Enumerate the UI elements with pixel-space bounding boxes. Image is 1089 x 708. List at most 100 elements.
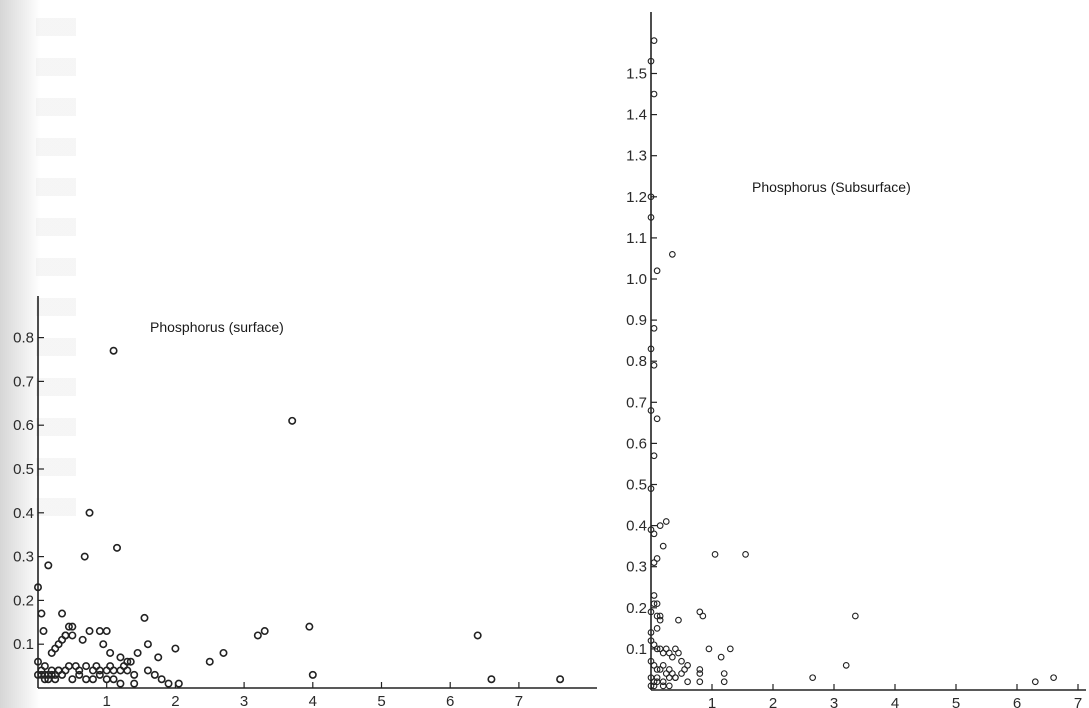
x-tick-label: 4: [309, 693, 317, 708]
data-point: [650, 324, 658, 332]
x-tick-label: 3: [830, 695, 838, 708]
data-point: [75, 670, 84, 679]
data-point: [37, 609, 46, 618]
data-point: [720, 670, 728, 677]
data-point: [85, 627, 94, 636]
y-tick-label: 0.3: [626, 559, 647, 576]
data-point: [68, 675, 77, 684]
data-point: [205, 657, 214, 666]
data-point: [130, 679, 139, 688]
data-point: [647, 407, 655, 414]
data-point: [650, 361, 658, 369]
data-point: [150, 670, 159, 679]
data-point: [665, 682, 673, 690]
data-point: [650, 592, 658, 599]
data-point: [260, 627, 269, 636]
y-tick-label: 0.4: [626, 518, 647, 535]
x-tick-label: 2: [769, 695, 777, 708]
data-point: [668, 653, 676, 661]
data-point: [656, 616, 664, 624]
y-tick-label: 0.5: [626, 477, 647, 494]
data-point: [653, 267, 661, 275]
chart-title: Phosphorus (Subsurface): [752, 179, 911, 195]
data-point: [33, 670, 42, 679]
data-point: [647, 57, 655, 65]
data-point: [650, 530, 658, 538]
data-point: [659, 661, 667, 669]
x-tick-label: 3: [240, 693, 248, 708]
data-point: [696, 678, 704, 686]
y-tick-label: 0.9: [626, 312, 647, 329]
page-gutter-shadow: [0, 0, 40, 708]
x-tick-label: 6: [1013, 695, 1021, 708]
data-point: [851, 612, 859, 620]
data-point: [219, 648, 228, 657]
data-point: [1050, 674, 1057, 682]
data-point: [647, 629, 655, 636]
data-point: [253, 631, 262, 640]
data-point: [116, 653, 125, 662]
data-point: [675, 649, 682, 657]
data-point: [653, 645, 661, 653]
data-point: [116, 679, 125, 688]
data-point: [684, 678, 691, 686]
data-point: [130, 670, 139, 679]
data-point: [82, 662, 91, 671]
data-point: [675, 616, 682, 624]
x-tick-label: 5: [952, 695, 960, 708]
y-tick-label: 0.2: [626, 600, 647, 617]
data-point: [647, 214, 655, 221]
data-point: [88, 675, 97, 684]
data-point: [58, 670, 67, 679]
data-point: [656, 612, 664, 620]
data-point: [696, 670, 704, 677]
data-point: [102, 627, 111, 636]
data-point: [308, 670, 317, 679]
y-tick-label: 1.1: [626, 230, 647, 247]
data-point: [647, 345, 655, 353]
y-tick-label: 0.2: [13, 592, 34, 609]
data-point: [653, 600, 661, 608]
data-point: [699, 612, 707, 620]
data-point: [174, 679, 183, 688]
y-tick-label: 0.4: [13, 505, 34, 522]
data-point: [668, 250, 676, 258]
y-tick-label: 0.6: [626, 435, 647, 452]
x-tick-label: 7: [1074, 695, 1082, 708]
data-point: [288, 416, 297, 425]
x-tick-label: 1: [103, 693, 111, 708]
y-tick-label: 1.4: [626, 107, 647, 124]
data-point: [678, 657, 685, 665]
y-tick-label: 0.1: [13, 636, 34, 653]
data-point: [126, 657, 135, 666]
x-tick-label: 1: [708, 695, 716, 708]
data-point: [44, 561, 53, 570]
data-point: [123, 657, 132, 666]
data-point: [672, 674, 679, 682]
data-point: [647, 485, 655, 492]
data-point: [85, 508, 94, 517]
data-point: [717, 653, 725, 661]
data-point: [78, 635, 87, 644]
data-point: [106, 648, 115, 657]
x-tick-label: 2: [171, 693, 179, 708]
data-point: [650, 37, 658, 44]
data-point: [487, 675, 496, 684]
data-point: [659, 682, 667, 690]
data-point: [726, 645, 734, 653]
data-point: [123, 666, 132, 675]
data-point: [473, 631, 482, 640]
data-point: [647, 608, 655, 616]
x-tick-label: 4: [891, 695, 899, 708]
data-point: [742, 551, 749, 558]
data-point: [68, 631, 77, 640]
data-point: [653, 678, 661, 686]
y-tick-label: 0.8: [13, 330, 34, 347]
y-tick-label: 0.3: [13, 549, 34, 566]
data-point: [696, 666, 704, 673]
data-point: [650, 452, 658, 460]
data-point: [64, 622, 73, 631]
data-point: [133, 648, 142, 657]
data-point: [705, 645, 713, 653]
